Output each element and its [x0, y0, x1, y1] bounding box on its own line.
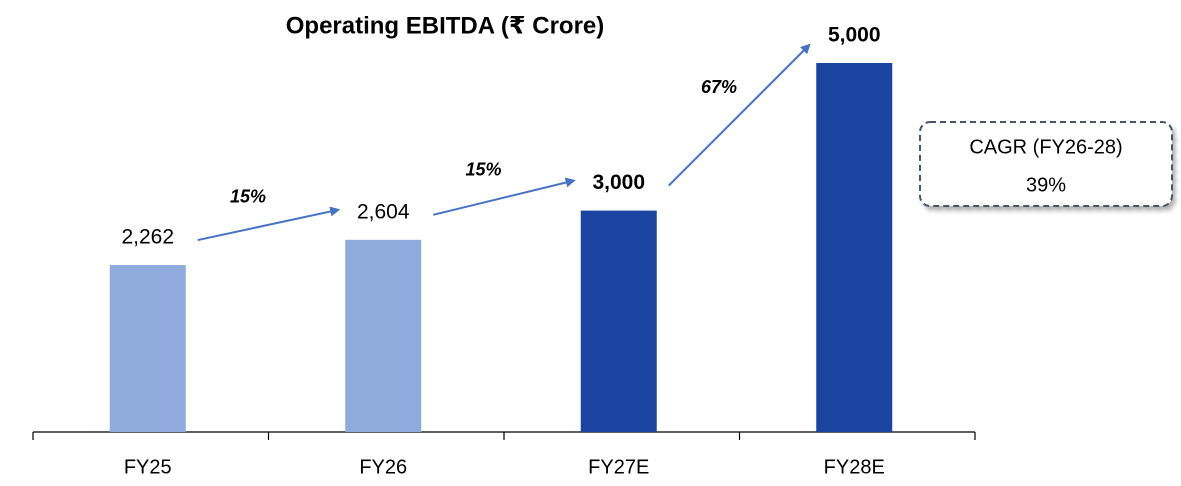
- bar: [580, 210, 657, 432]
- growth-label: 15%: [230, 187, 266, 207]
- cagr-box: [919, 121, 1173, 207]
- x-tick-label: FY27E: [588, 456, 649, 478]
- cagr-value: 39%: [1026, 174, 1066, 196]
- cagr-label: CAGR (FY26-28): [969, 136, 1122, 158]
- x-tick-label: FY25: [124, 456, 172, 478]
- value-label: 2,604: [357, 200, 410, 223]
- chart-title: Operating EBITDA (₹ Crore): [286, 12, 605, 39]
- x-tick-label: FY26: [359, 456, 407, 478]
- growth-label: 15%: [465, 159, 501, 179]
- value-label: 2,262: [121, 226, 174, 249]
- bar: [345, 239, 422, 432]
- value-label: 5,000: [828, 24, 881, 47]
- value-label: 3,000: [592, 171, 645, 194]
- growth-arrow: [668, 43, 811, 187]
- growth-arrow: [433, 177, 576, 216]
- growth-label: 67%: [701, 77, 737, 97]
- growth-arrow: [197, 206, 341, 242]
- bar: [109, 265, 186, 432]
- x-tick-label: FY28E: [824, 456, 885, 478]
- bar: [816, 63, 893, 432]
